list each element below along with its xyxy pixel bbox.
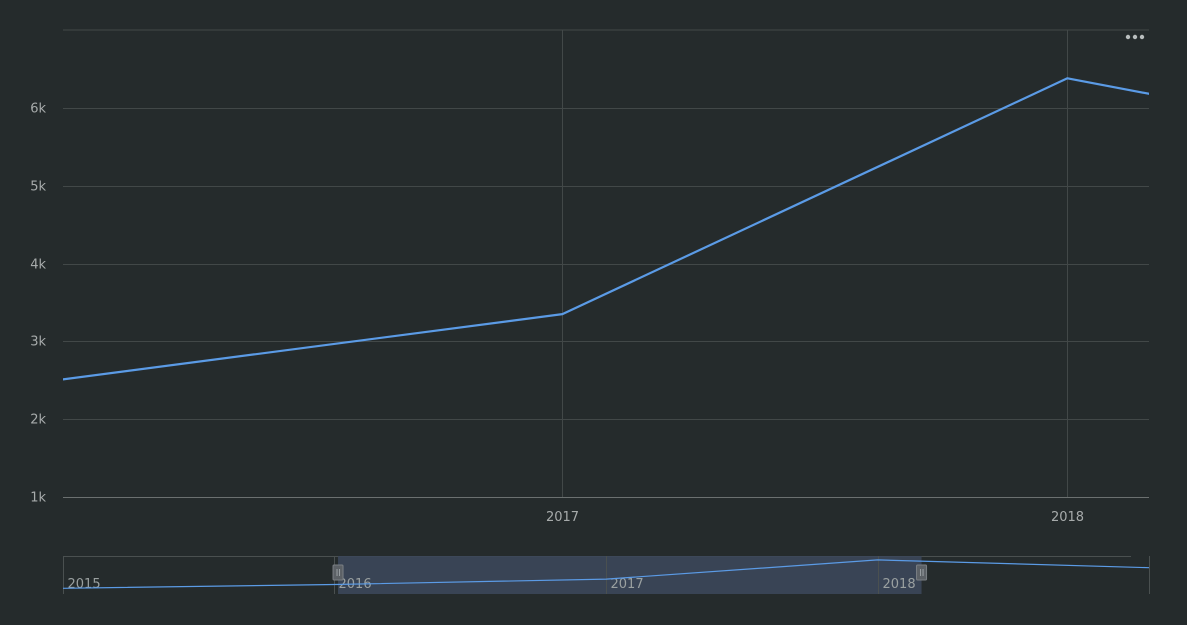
y-tick-label: 4k [30, 258, 46, 273]
navigator-label: 2018 [883, 577, 916, 592]
y-axis-ticks: 1k 2k 3k 4k 5k 6k [30, 102, 46, 506]
x-tick-label: 2017 [546, 510, 579, 525]
series-line [63, 77, 1149, 381]
menu-dot [1139, 34, 1145, 40]
navigator[interactable]: 2015 2016 2017 2018 [62, 556, 1150, 594]
menu-dot [1125, 34, 1131, 40]
handle-body[interactable] [916, 564, 928, 581]
y-tick-label: 1k [30, 491, 46, 506]
x-tick-label: 2018 [1051, 510, 1084, 525]
y-tick-label: 5k [30, 180, 46, 195]
y-tick-label: 3k [30, 335, 46, 350]
menu-dot [1132, 34, 1138, 40]
chart-menu-button[interactable] [1125, 34, 1145, 40]
navigator-selection[interactable] [338, 556, 922, 594]
x-axis-ticks: 2017 2018 [546, 510, 1084, 525]
y-tick-label: 6k [30, 102, 46, 117]
more-dots-icon[interactable] [1125, 34, 1145, 40]
navigator-handle-left[interactable] [332, 564, 344, 581]
navigator-label: 2017 [611, 577, 644, 592]
y-tick-label: 2k [30, 413, 46, 428]
navigator-series-line [62, 559, 1150, 589]
navigator-handle-right[interactable] [916, 564, 928, 581]
series-layer [63, 77, 1149, 381]
handle-body[interactable] [332, 564, 344, 581]
grid-lines [63, 29, 1149, 498]
navigator-label: 2015 [68, 577, 101, 592]
